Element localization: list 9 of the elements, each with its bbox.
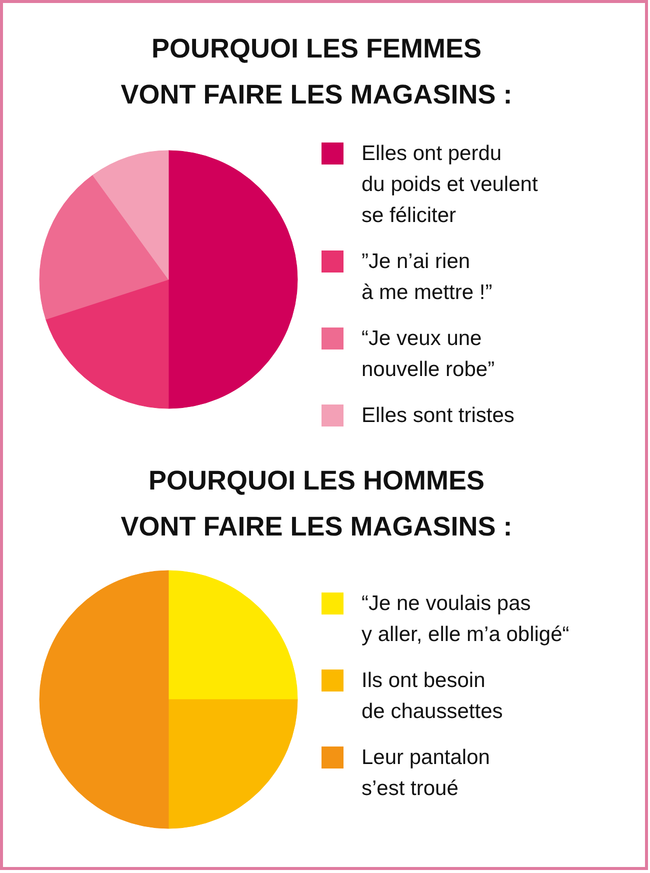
legend-label: “Je veux une nouvelle robe” (362, 327, 495, 381)
legend-label: Elles ont perdu du poids et veulent se féliciter (362, 142, 538, 227)
legend-label: Ils ont besoin de chaussettes (362, 669, 503, 723)
legend-label: “Je ne voulais pas y aller, elle m’a obligé“ (362, 592, 570, 646)
legend-label: Elles sont tristes (362, 404, 514, 427)
chart-title: POURQUOI LES HOMMES VONT FAIRE LES MAGASINS : (120, 466, 512, 542)
legend-label: ”Je n’ai rien à me mettre !” (362, 250, 492, 304)
legend-label: Leur pantalon s’est troué (362, 746, 490, 800)
chart-title: POURQUOI LES FEMMES VONT FAIRE LES MAGASINS : (120, 34, 512, 110)
